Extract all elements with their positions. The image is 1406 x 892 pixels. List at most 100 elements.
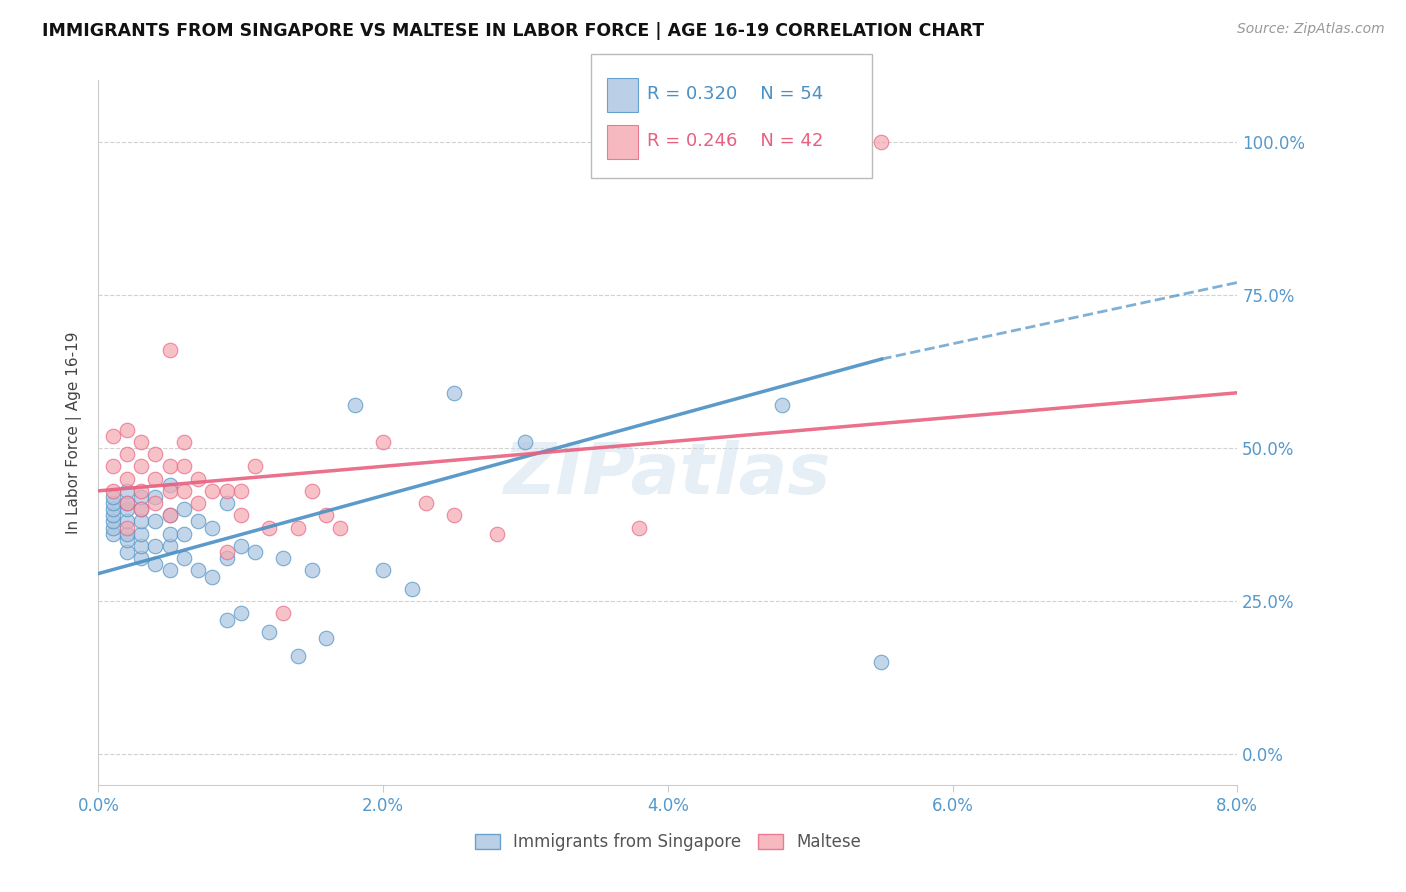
Point [129, 483, 152, 498]
Point [173, 459, 195, 474]
Point [115, 502, 138, 516]
Point [287, 649, 309, 664]
Text: R = 0.320    N = 54: R = 0.320 N = 54 [647, 85, 823, 103]
Point [173, 483, 195, 498]
Point [343, 398, 366, 412]
Point [287, 520, 309, 534]
Point [129, 551, 152, 566]
Point [628, 520, 651, 534]
Point [159, 508, 181, 523]
Point [145, 515, 167, 529]
Point [101, 459, 124, 474]
Point [870, 656, 893, 670]
Point [215, 545, 238, 559]
Point [145, 447, 167, 461]
Point [229, 607, 252, 621]
Point [115, 496, 138, 510]
Legend: Immigrants from Singapore, Maltese: Immigrants from Singapore, Maltese [468, 826, 868, 858]
Point [129, 490, 152, 504]
Point [315, 631, 337, 645]
Text: IMMIGRANTS FROM SINGAPORE VS MALTESE IN LABOR FORCE | AGE 16-19 CORRELATION CHAR: IMMIGRANTS FROM SINGAPORE VS MALTESE IN … [42, 22, 984, 40]
Point [101, 515, 124, 529]
Point [129, 502, 152, 516]
Point [173, 502, 195, 516]
Point [159, 508, 181, 523]
Point [101, 508, 124, 523]
Point [101, 483, 124, 498]
Point [870, 135, 893, 149]
Point [371, 434, 394, 449]
Point [229, 508, 252, 523]
Point [173, 434, 195, 449]
Point [315, 508, 337, 523]
Text: R = 0.246    N = 42: R = 0.246 N = 42 [647, 132, 823, 150]
Point [443, 385, 465, 400]
Point [145, 496, 167, 510]
Point [187, 496, 209, 510]
Point [115, 496, 138, 510]
Point [101, 526, 124, 541]
Point [329, 520, 352, 534]
Point [301, 564, 323, 578]
Point [115, 545, 138, 559]
Point [145, 490, 167, 504]
Point [229, 539, 252, 553]
Point [415, 496, 437, 510]
Point [770, 398, 793, 412]
Point [101, 428, 124, 442]
Point [201, 483, 224, 498]
Point [187, 472, 209, 486]
Point [215, 551, 238, 566]
Point [243, 459, 266, 474]
Point [159, 564, 181, 578]
Point [129, 459, 152, 474]
Point [259, 520, 281, 534]
Point [145, 539, 167, 553]
Point [215, 483, 238, 498]
Point [101, 520, 124, 534]
Point [201, 520, 224, 534]
Point [515, 434, 537, 449]
Point [129, 502, 152, 516]
Point [443, 508, 465, 523]
Point [273, 607, 295, 621]
Point [115, 515, 138, 529]
Point [115, 526, 138, 541]
Point [187, 515, 209, 529]
Point [101, 490, 124, 504]
Point [301, 483, 323, 498]
Point [101, 502, 124, 516]
Point [173, 526, 195, 541]
Point [173, 551, 195, 566]
Point [229, 483, 252, 498]
Point [129, 526, 152, 541]
Text: ZIPatlas: ZIPatlas [505, 441, 831, 509]
Point [159, 343, 181, 357]
Text: Source: ZipAtlas.com: Source: ZipAtlas.com [1237, 22, 1385, 37]
Point [145, 558, 167, 572]
Point [129, 539, 152, 553]
Point [159, 477, 181, 491]
Point [115, 520, 138, 534]
Point [486, 526, 509, 541]
Point [215, 613, 238, 627]
Point [159, 459, 181, 474]
Point [159, 539, 181, 553]
Point [215, 496, 238, 510]
Point [371, 564, 394, 578]
Point [201, 569, 224, 583]
Point [273, 551, 295, 566]
Point [243, 545, 266, 559]
Point [115, 472, 138, 486]
Point [115, 447, 138, 461]
Point [101, 496, 124, 510]
Point [115, 483, 138, 498]
Point [145, 472, 167, 486]
Point [159, 526, 181, 541]
Point [159, 483, 181, 498]
Point [115, 423, 138, 437]
Y-axis label: In Labor Force | Age 16-19: In Labor Force | Age 16-19 [66, 331, 83, 534]
Point [187, 564, 209, 578]
Point [129, 434, 152, 449]
Point [401, 582, 423, 596]
